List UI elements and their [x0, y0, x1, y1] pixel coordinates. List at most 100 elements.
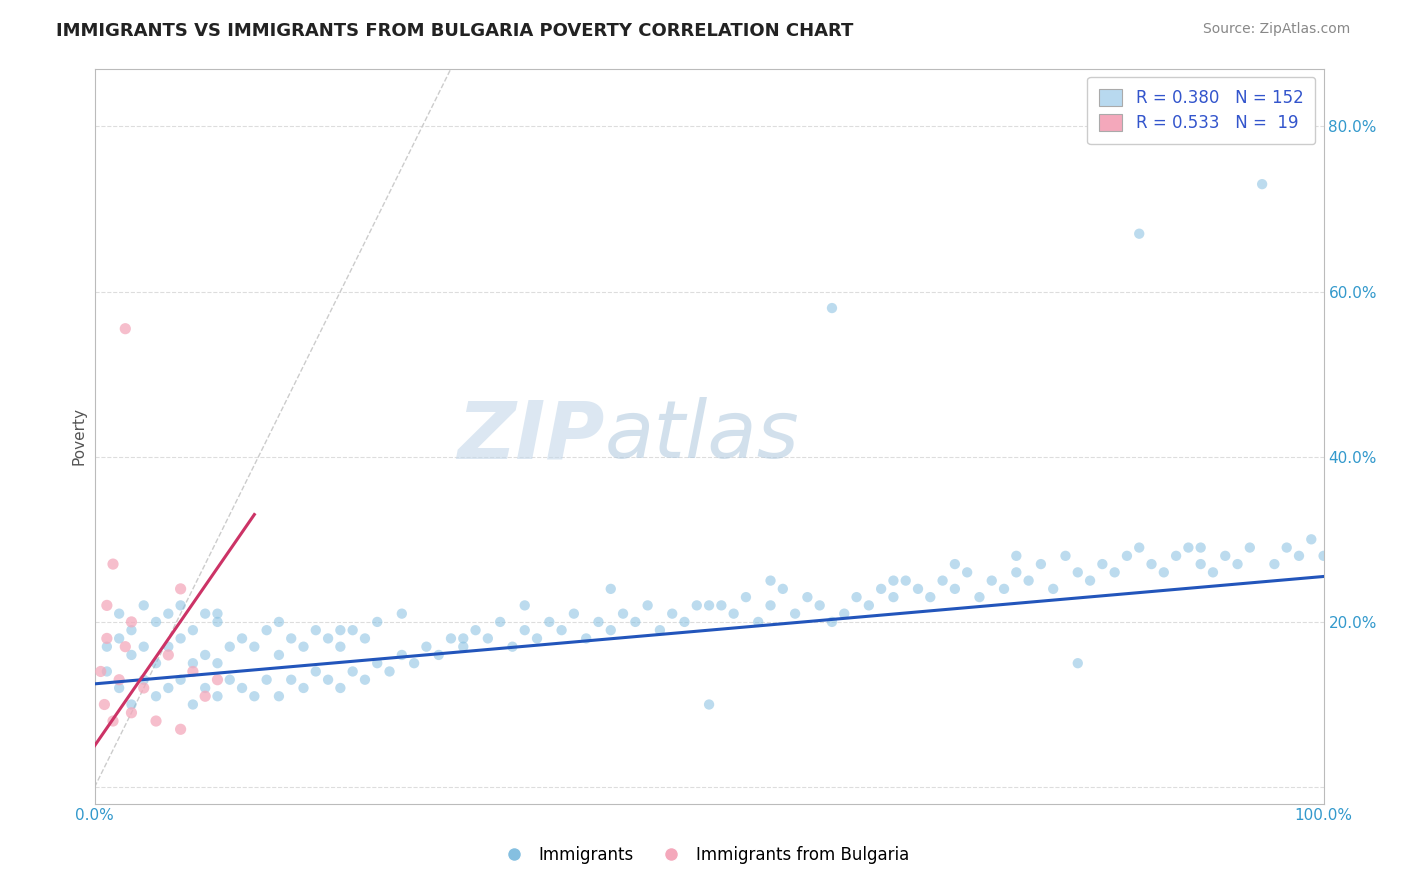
Text: Source: ZipAtlas.com: Source: ZipAtlas.com — [1202, 22, 1350, 37]
Point — [723, 607, 745, 621]
Point — [267, 648, 290, 662]
Point — [1189, 541, 1212, 555]
Point — [207, 657, 229, 671]
Point — [194, 681, 217, 695]
Point — [931, 574, 953, 588]
Point — [1202, 566, 1225, 580]
Text: ZIP: ZIP — [457, 397, 605, 475]
Point — [181, 623, 204, 637]
Point — [108, 632, 131, 646]
Point — [256, 623, 278, 637]
Point — [451, 640, 474, 654]
Point — [785, 607, 807, 621]
Point — [145, 714, 167, 728]
Point — [280, 632, 302, 646]
Point — [181, 657, 204, 671]
Point — [882, 590, 904, 604]
Point — [243, 690, 266, 704]
Point — [1251, 177, 1274, 191]
Point — [427, 648, 450, 662]
Point — [599, 582, 621, 596]
Point — [747, 615, 769, 629]
Point — [1005, 549, 1028, 563]
Point — [108, 673, 131, 687]
Point — [858, 599, 880, 613]
Point — [1067, 566, 1090, 580]
Point — [218, 640, 240, 654]
Point — [108, 681, 131, 695]
Point — [1239, 541, 1261, 555]
Point — [157, 607, 180, 621]
Point — [305, 623, 328, 637]
Point — [538, 615, 561, 629]
Y-axis label: Poverty: Poverty — [72, 407, 86, 465]
Point — [256, 673, 278, 687]
Point — [391, 648, 413, 662]
Point — [1116, 549, 1139, 563]
Point — [145, 615, 167, 629]
Point — [440, 632, 463, 646]
Point — [280, 673, 302, 687]
Point — [710, 599, 733, 613]
Point — [292, 681, 315, 695]
Point — [157, 681, 180, 695]
Point — [194, 690, 217, 704]
Point — [464, 623, 486, 637]
Point — [648, 623, 671, 637]
Point — [101, 714, 124, 728]
Point — [101, 557, 124, 571]
Point — [96, 599, 118, 613]
Point — [96, 632, 118, 646]
Point — [575, 632, 598, 646]
Point — [772, 582, 794, 596]
Point — [207, 607, 229, 621]
Point — [96, 665, 118, 679]
Point — [969, 590, 991, 604]
Point — [513, 623, 536, 637]
Point — [108, 607, 131, 621]
Point — [1213, 549, 1236, 563]
Point — [96, 640, 118, 654]
Point — [526, 632, 548, 646]
Point — [404, 657, 426, 671]
Point — [90, 665, 112, 679]
Point — [231, 681, 253, 695]
Point — [637, 599, 659, 613]
Point — [157, 648, 180, 662]
Point — [796, 590, 818, 604]
Point — [1263, 557, 1285, 571]
Point — [342, 665, 364, 679]
Point — [218, 673, 240, 687]
Point — [169, 632, 191, 646]
Point — [378, 665, 401, 679]
Point — [342, 623, 364, 637]
Point — [1067, 657, 1090, 671]
Point — [145, 657, 167, 671]
Point — [956, 566, 979, 580]
Point — [132, 681, 155, 695]
Text: atlas: atlas — [605, 397, 800, 475]
Point — [980, 574, 1002, 588]
Point — [870, 582, 893, 596]
Point — [169, 673, 191, 687]
Point — [329, 623, 352, 637]
Point — [329, 681, 352, 695]
Point — [366, 615, 388, 629]
Point — [451, 632, 474, 646]
Point — [894, 574, 917, 588]
Point — [354, 673, 377, 687]
Point — [1164, 549, 1187, 563]
Point — [1018, 574, 1040, 588]
Point — [1078, 574, 1101, 588]
Point — [1312, 549, 1334, 563]
Point — [181, 698, 204, 712]
Point — [673, 615, 696, 629]
Point — [132, 599, 155, 613]
Point — [181, 665, 204, 679]
Point — [1104, 566, 1126, 580]
Text: IMMIGRANTS VS IMMIGRANTS FROM BULGARIA POVERTY CORRELATION CHART: IMMIGRANTS VS IMMIGRANTS FROM BULGARIA P… — [56, 22, 853, 40]
Point — [1189, 557, 1212, 571]
Point — [920, 590, 942, 604]
Point — [145, 690, 167, 704]
Point — [114, 321, 136, 335]
